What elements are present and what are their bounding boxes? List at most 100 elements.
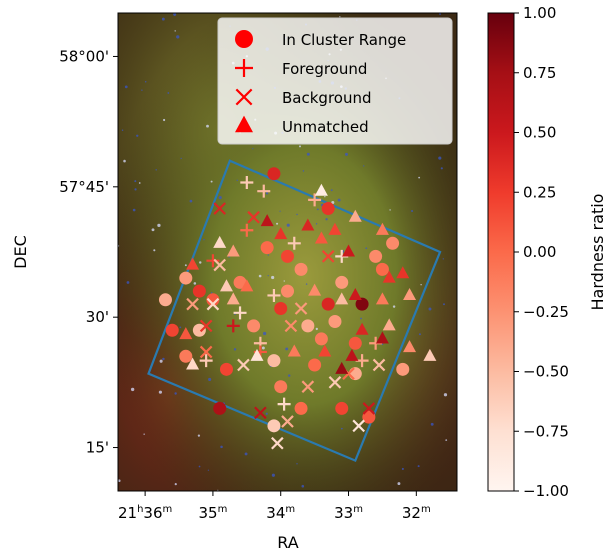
star [299,145,301,148]
circle-point [281,249,294,263]
cluster-region-box [147,159,442,463]
star [208,377,212,382]
star [363,165,365,167]
star [136,134,139,137]
circle-point [335,401,349,415]
legend-box [217,17,453,145]
triangle-point [423,348,437,361]
circle-point [192,284,206,298]
star [324,195,326,198]
star [173,13,177,16]
triangle-point [179,327,193,340]
data-points [158,167,437,450]
star [220,445,223,449]
plot-frame [117,12,458,492]
triangle-point [240,279,254,292]
star [138,182,141,184]
circle-point [206,293,220,307]
circle-point [219,362,233,376]
triangle-point [403,340,417,353]
star [162,357,165,361]
triangle-point [260,214,274,227]
circle-point [396,362,410,376]
star [315,223,318,225]
star [440,167,443,170]
triangle-point [226,244,240,257]
star [267,275,269,277]
y-tick-label: 57°45' [59,178,109,196]
star [124,85,128,89]
y-tick-label: 58°00' [59,47,109,65]
circle-point [348,367,362,381]
star [155,169,157,171]
circle-point [274,301,288,315]
x-axis-label: RA [277,533,298,552]
star [158,390,162,394]
triangle-point [186,357,200,370]
circle-point [179,271,193,285]
triangle-point [314,183,328,196]
star [438,156,442,160]
star [189,199,193,203]
y-tick-label: 15' [86,439,109,457]
x-point [328,376,342,389]
triangle-point [348,287,362,301]
triangle-point [186,257,200,270]
x-point [321,250,335,263]
star [325,218,328,221]
star [198,465,201,468]
star [443,303,445,306]
triangle-point [396,266,410,279]
circle-point [213,401,227,415]
x-ticks: 21h36m 35m 34m 33m 32m [118,491,431,522]
star [151,228,155,232]
star [132,208,136,212]
star [397,482,401,486]
triangle-point [213,235,227,248]
plus-point [206,254,220,268]
star [401,467,404,471]
star [360,317,362,320]
star [345,152,348,156]
star [157,223,161,227]
star [411,209,414,212]
star [167,92,170,94]
star [153,249,156,252]
colorbar: 1.00 0.75 0.50 0.25 0.00 −0.25 −0.50 −0.75 −1.00… [487,4,607,500]
x-point [254,406,267,420]
star [330,189,333,192]
triangle-point [219,279,233,292]
x-point [247,210,260,224]
colorbar-tick-label: 1.00 [523,4,556,22]
star [159,359,163,363]
circle-point [281,284,294,298]
star [134,180,137,183]
colorbar-tick-label: −0.75 [523,422,569,440]
x-point [352,419,365,433]
star [228,256,230,258]
star [174,483,177,486]
triangle-point [375,331,389,344]
star [443,393,448,397]
triangle-point [226,292,240,305]
star [118,479,121,482]
star [442,258,444,260]
triangle-point [382,270,396,283]
star [163,118,166,122]
triangle-point [335,361,349,374]
circle-point [179,349,193,363]
colorbar-tick-label: −0.50 [523,363,569,381]
circle-point [348,336,362,350]
star [302,170,305,172]
circle-point [386,236,400,250]
star [331,200,335,204]
x-point [294,302,308,315]
star [305,283,308,285]
plus-point [199,354,213,368]
x-point [372,358,386,372]
star [276,222,279,225]
plus-point [233,306,247,320]
star [262,331,267,336]
star [174,30,176,32]
